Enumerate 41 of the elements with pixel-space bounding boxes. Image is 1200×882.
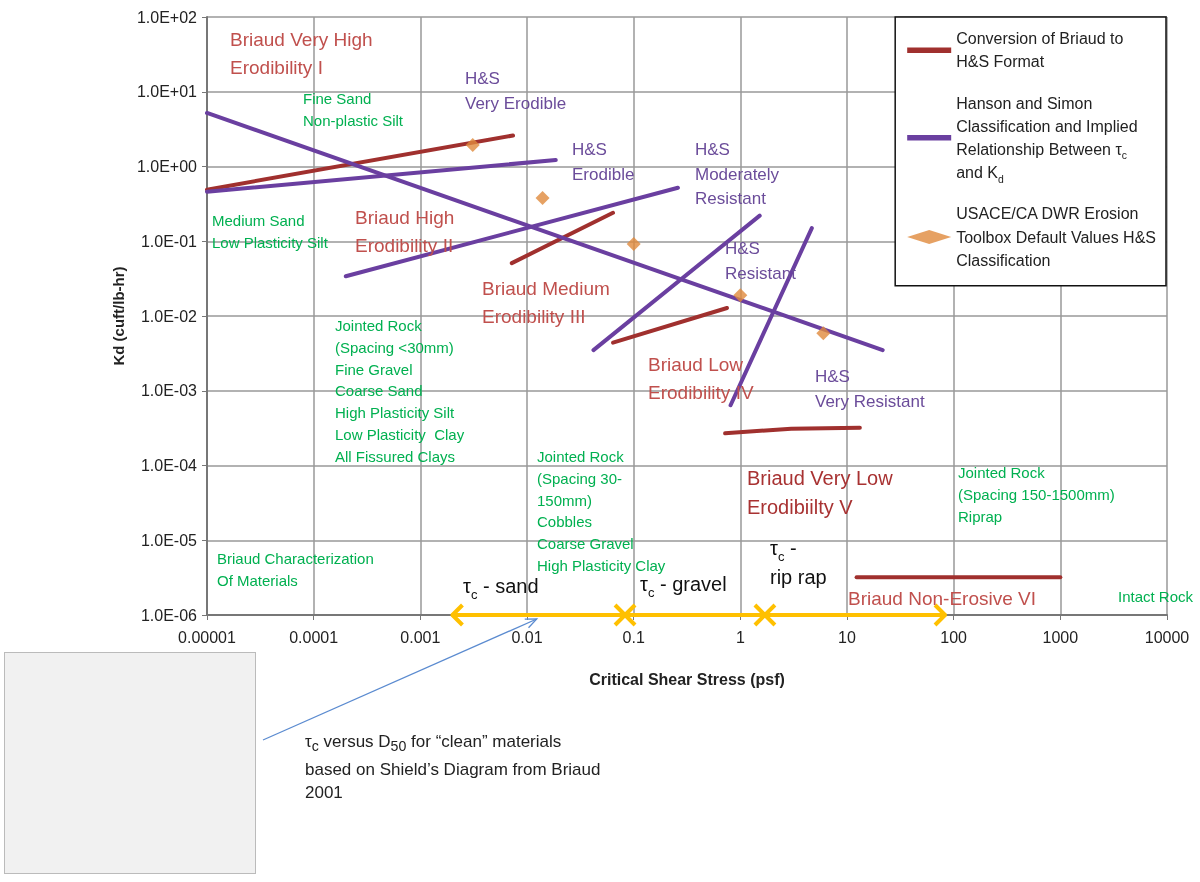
annotation: Briaud High Erodibility II (355, 207, 455, 256)
y-tick-label: 1.0E-04 (140, 457, 198, 474)
annotation: H&S Erodible (572, 140, 635, 184)
x-tick-label: 0.1 (622, 628, 645, 646)
x-tick-label: 0.00001 (178, 628, 237, 646)
legend-label: Conversion of Briaud to H&S Format (956, 30, 1124, 71)
x-tick-label: 10 (838, 628, 856, 646)
legend-label: USACE/CA DWR Erosion Toolbox Default Values H&S Classification (956, 205, 1156, 269)
x-tick-label: 1000 (1042, 628, 1079, 646)
annotation: Jointed Rock (Spacing 150-1500mm) Riprap (958, 464, 1115, 525)
annotation: H&S Moderately Resistant (695, 140, 780, 209)
y-tick-label: 1.0E-05 (140, 531, 198, 549)
x-tick-label: 0.01 (511, 628, 543, 646)
annotation: Jointed Rock (Spacing <30mm) Fine Gravel Coarse Sand High Plasticity Silt Low Plasticity Clay All Fissured Clays (335, 317, 465, 465)
annotation: Briaud Very Low Erodibiilty V (747, 467, 894, 518)
annotation: Fine Sand Non-plastic Silt (303, 90, 404, 129)
y-axis-title: Kd (cuft/lb-hr) (110, 266, 128, 366)
y-tick-label: 1.0E-06 (140, 606, 198, 624)
x-axis-title: Critical Shear Stress (psf) (589, 670, 785, 688)
x-tick-label: 1 (735, 628, 745, 646)
y-tick-label: 1.0E-01 (140, 232, 198, 250)
annotation: Briaud Very High Erodibility I (230, 29, 373, 78)
y-tick-label: 1.0E+02 (136, 8, 198, 26)
y-tick-label: 1.0E-02 (140, 307, 198, 325)
y-tick-label: 1.0E+01 (136, 83, 198, 101)
annotation: Briaud Characterization Of Materials (217, 550, 374, 589)
x-tick-label: 0.0001 (289, 628, 339, 646)
annotation: Briaud Medium Erodibility III (482, 278, 610, 327)
x-tick-label: 0.001 (400, 628, 441, 646)
x-tick-label: 10000 (1144, 628, 1190, 646)
annotation: Jointed Rock (Spacing 30- 150mm) Cobbles Coarse Gravel High Plasticity Clay (537, 448, 666, 574)
annotation: Briaud Non-Erosive VI (848, 588, 1036, 609)
x-tick-label: 100 (940, 628, 968, 646)
annotation: H&S Very Erodible (465, 69, 567, 113)
y-tick-label: 1.0E-03 (140, 382, 198, 400)
annotation: H&S Very Resistant (815, 367, 925, 411)
y-tick-label: 1.0E+00 (136, 158, 198, 175)
annotation: Medium Sand Low Plasticity Silt (212, 212, 329, 251)
annotation: Intact Rock (1118, 588, 1194, 605)
text: τ$_{c}$ versus D$_{50}$ for “clean” materials based on Shield’s Diagram from Briaud 2001 (305, 731, 602, 805)
annotation: Briaud Low Erodibility IV (648, 354, 754, 403)
